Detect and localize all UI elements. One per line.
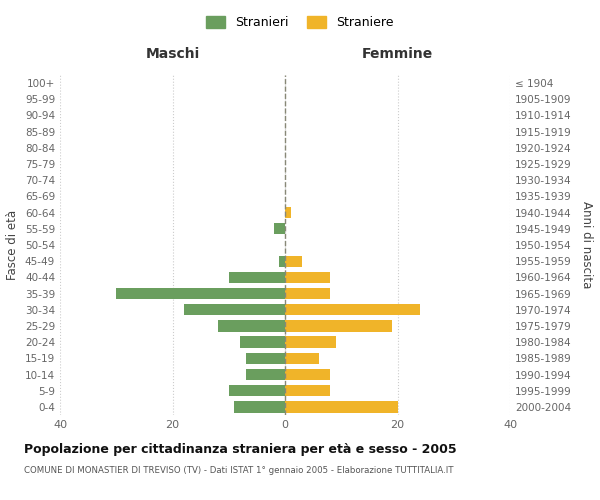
Text: COMUNE DI MONASTIER DI TREVISO (TV) - Dati ISTAT 1° gennaio 2005 - Elaborazione : COMUNE DI MONASTIER DI TREVISO (TV) - Da… (24, 466, 454, 475)
Bar (285, 369, 330, 380)
Bar (285, 320, 392, 332)
Bar (229, 385, 285, 396)
Bar (116, 288, 285, 299)
Bar (285, 272, 330, 283)
Y-axis label: Anni di nascita: Anni di nascita (580, 202, 593, 288)
Bar (285, 352, 319, 364)
Bar (229, 272, 285, 283)
Bar (184, 304, 285, 316)
Bar (235, 401, 285, 412)
Bar (218, 320, 285, 332)
Text: Maschi: Maschi (145, 48, 200, 62)
Text: Femmine: Femmine (362, 48, 433, 62)
Text: Popolazione per cittadinanza straniera per età e sesso - 2005: Popolazione per cittadinanza straniera p… (24, 442, 457, 456)
Bar (245, 369, 285, 380)
Bar (285, 256, 302, 267)
Bar (240, 336, 285, 348)
Y-axis label: Fasce di età: Fasce di età (7, 210, 19, 280)
Bar (245, 352, 285, 364)
Bar (274, 223, 285, 234)
Bar (285, 385, 330, 396)
Bar (285, 401, 398, 412)
Bar (285, 288, 330, 299)
Bar (285, 207, 290, 218)
Bar (285, 336, 335, 348)
Bar (285, 304, 420, 316)
Legend: Stranieri, Straniere: Stranieri, Straniere (202, 11, 398, 34)
Bar (280, 256, 285, 267)
